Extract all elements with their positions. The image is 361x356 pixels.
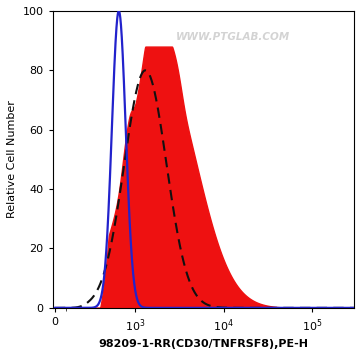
Y-axis label: Relative Cell Number: Relative Cell Number xyxy=(7,100,17,218)
Text: WWW.PTGLAB.COM: WWW.PTGLAB.COM xyxy=(176,32,291,42)
X-axis label: 98209-1-RR(CD30/TNFRSF8),PE-H: 98209-1-RR(CD30/TNFRSF8),PE-H xyxy=(98,339,308,349)
